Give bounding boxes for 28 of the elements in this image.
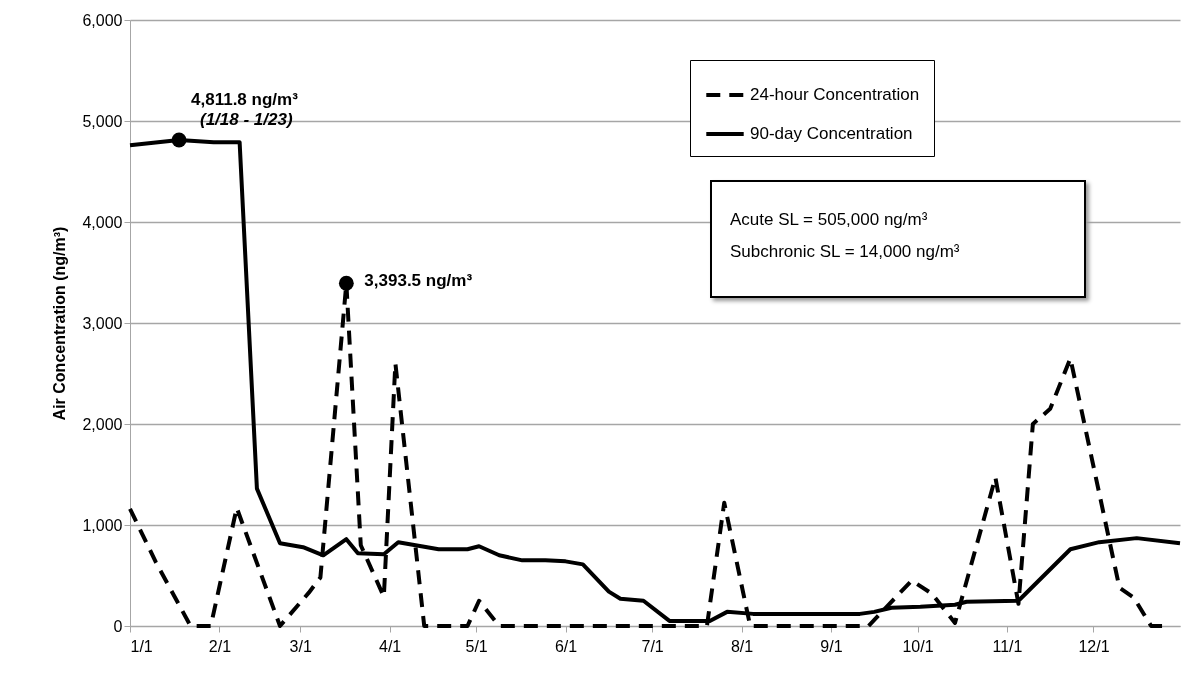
legend-label: 24-hour Concentration — [750, 85, 920, 104]
x-tick-label: 1/1 — [130, 637, 153, 655]
annotation: (1/18 - 1/23) — [200, 110, 293, 129]
y-tick-label: 5,000 — [82, 112, 123, 130]
annotation: 4,811.8 ng/m³ — [191, 90, 299, 110]
annotation: Subchronic SL = 14,000 ng/m³ — [730, 241, 961, 263]
y-tick-label: 1,000 — [82, 516, 123, 534]
x-tick-label: 4/1 — [378, 637, 402, 655]
x-tick-label: 8/1 — [730, 637, 754, 655]
annotation: Acute SL = 505,000 ng/m³ — [730, 209, 929, 231]
y-tick-label: 6,000 — [82, 11, 123, 29]
y-tick-label: 4,000 — [82, 213, 123, 231]
x-tick-label: 3/1 — [289, 637, 312, 655]
y-tick-label: 0 — [113, 617, 123, 635]
x-tick-label: 6/1 — [554, 637, 578, 655]
x-tick-label: 12/1 — [1078, 637, 1110, 655]
x-tick-label: 9/1 — [820, 637, 843, 655]
x-tick-label: 11/1 — [992, 637, 1023, 655]
y-axis-title: Air Concentration (ng/m³) — [51, 226, 69, 421]
x-tick-label: 5/1 — [465, 637, 488, 655]
text-box: Acute SL = 505,000 ng/m³ Subchronic SL = 14,000 ng/m³ — [710, 180, 1086, 298]
y-tick-label: 2,000 — [82, 415, 123, 433]
y-tick-label: 3,000 — [82, 314, 123, 332]
annotation: 3,393.5 ng/m³ — [364, 271, 473, 291]
x-tick-label: 7/1 — [641, 637, 664, 655]
x-tick-label: 10/1 — [902, 637, 934, 655]
legend-label: 90-day Concentration — [750, 124, 913, 143]
x-tick-label: 2/1 — [208, 637, 232, 655]
